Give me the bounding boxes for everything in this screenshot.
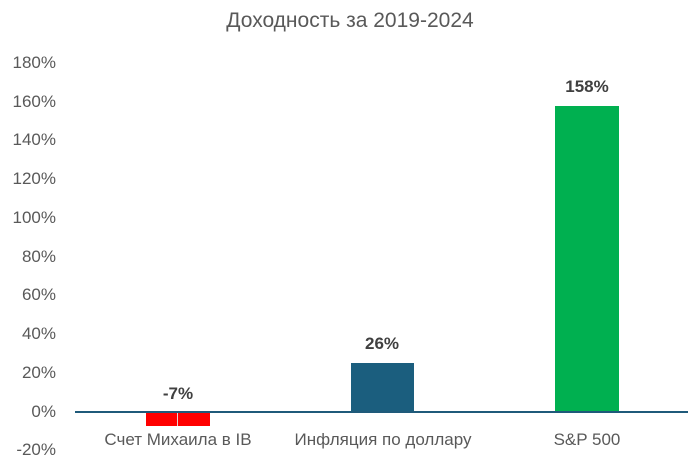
- y-tick-label: 100%: [12, 208, 56, 227]
- y-tick-label: 40%: [21, 324, 56, 343]
- bar-account-ib: [146, 412, 210, 426]
- y-tick-label: 0%: [31, 402, 56, 421]
- y-tick-label: 60%: [21, 285, 56, 304]
- zero-axis-line: [75, 411, 688, 413]
- y-tick-label: 120%: [12, 169, 56, 188]
- y-tick-label: 140%: [12, 130, 56, 149]
- x-category-label: Счет Михаила в IB: [104, 430, 252, 449]
- x-category-label: S&P 500: [553, 430, 621, 449]
- bar-value-label: 158%: [565, 77, 609, 96]
- x-category-label: Инфляция по доллару: [294, 430, 472, 449]
- y-tick-label: 180%: [12, 53, 56, 72]
- chart-title: Доходность за 2019-2024: [226, 9, 474, 32]
- bar-usd-inflation: [351, 363, 414, 412]
- bar-sp500: [555, 106, 619, 412]
- y-tick-label: 20%: [21, 363, 56, 382]
- bar-value-label: -7%: [162, 384, 194, 403]
- bar-value-label: 26%: [364, 334, 400, 353]
- y-tick-label: -20%: [16, 440, 56, 459]
- y-tick-label: 160%: [12, 92, 56, 111]
- y-tick-label: 80%: [21, 247, 56, 266]
